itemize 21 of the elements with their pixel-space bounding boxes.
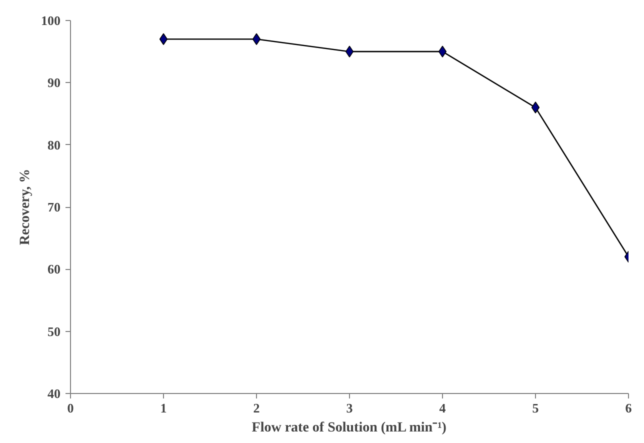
y-tick-label: 80 xyxy=(48,137,60,152)
y-tick-label: 100 xyxy=(41,13,60,28)
point xyxy=(252,33,261,46)
x-tick-label: 0 xyxy=(67,400,74,416)
y-axis-title: Recovery, % xyxy=(18,168,33,246)
x-tick-label: 6 xyxy=(625,400,632,416)
y-tick-label: 90 xyxy=(48,75,60,90)
x-tick-label: 2 xyxy=(253,400,260,416)
x-tick-label: 4 xyxy=(439,400,446,416)
x-tick-label: 1 xyxy=(160,400,167,416)
y-tick-label: 60 xyxy=(48,262,60,277)
point xyxy=(159,33,168,46)
point xyxy=(345,46,354,58)
x-tick-label: 5 xyxy=(532,400,540,416)
y-tick-label: 50 xyxy=(48,324,60,339)
y-tick-label: 40 xyxy=(48,386,60,401)
point xyxy=(438,46,447,58)
x-tick-label: 3 xyxy=(346,400,354,416)
x-axis-title: Flow rate of Solution (mL min⁻¹) xyxy=(252,420,447,436)
y-tick-label: 70 xyxy=(48,200,60,214)
point xyxy=(531,102,540,114)
